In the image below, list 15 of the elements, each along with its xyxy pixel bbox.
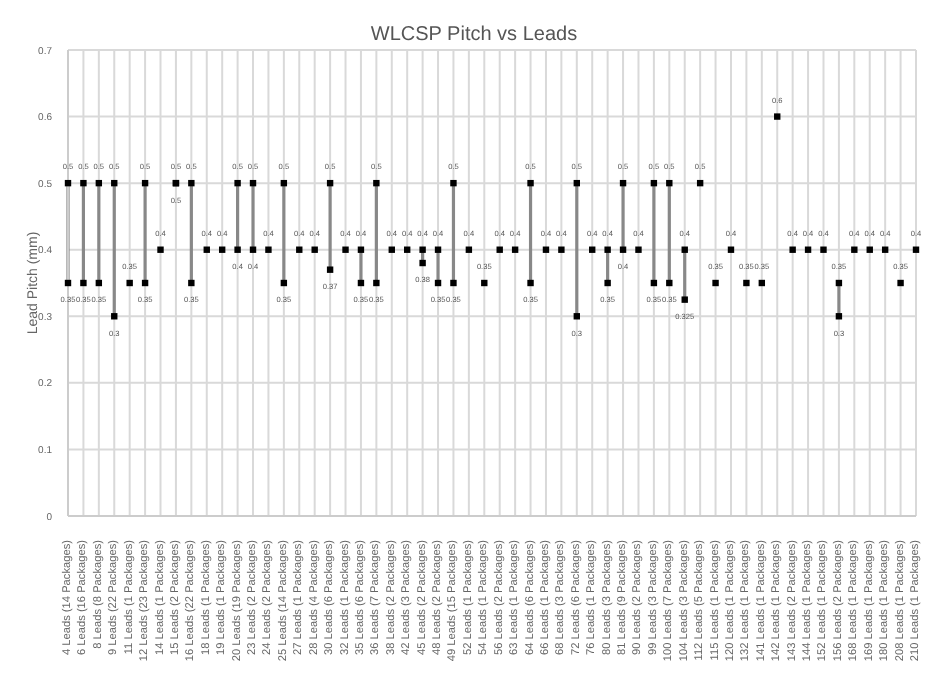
point [712, 279, 719, 287]
point [789, 246, 796, 253]
point [342, 246, 349, 253]
point [897, 279, 904, 287]
chart-title: WLCSP Pitch vs Leads [368, 24, 580, 46]
point [743, 279, 750, 287]
point [851, 246, 858, 253]
point [126, 279, 133, 287]
point [311, 246, 318, 253]
point [635, 246, 642, 253]
point [820, 246, 827, 253]
point [558, 246, 565, 253]
point [157, 246, 164, 253]
point [774, 113, 781, 120]
point [265, 246, 272, 253]
